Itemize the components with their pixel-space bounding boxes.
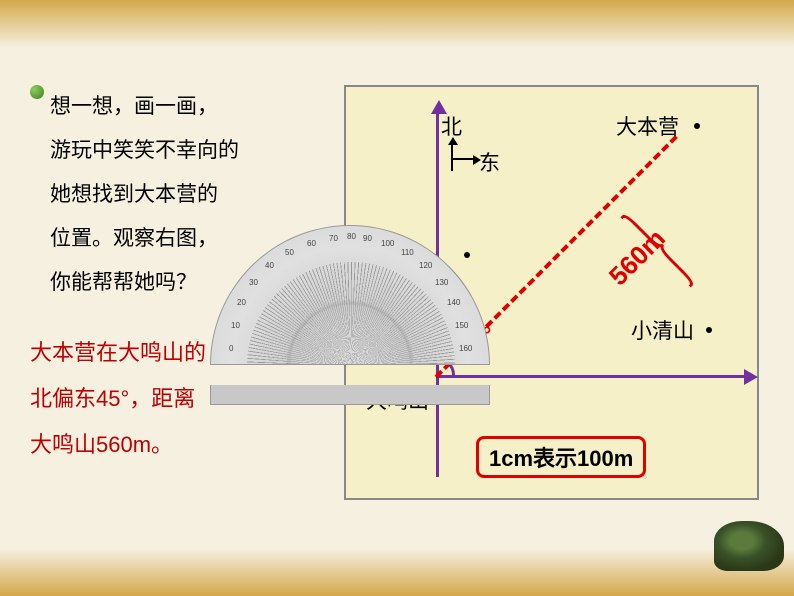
base-camp-dot xyxy=(694,123,700,129)
east-label: 东 xyxy=(479,147,500,177)
text-line-1: 游玩中笑笑不幸向的 xyxy=(50,129,340,173)
text-line-0: 想一想，画一画， xyxy=(50,85,340,129)
slide: 想一想，画一画， 游玩中笑笑不幸向的 她想找到大本营的 位置。观察右图， 你能帮… xyxy=(0,0,794,596)
xiaoqingshan-dot xyxy=(706,327,712,333)
xiaoqingshan-label: 小清山 xyxy=(631,315,694,345)
red-line-2: 大鸣山560m。 xyxy=(30,422,206,468)
text-line-2: 她想找到大本营的 xyxy=(50,173,340,217)
protractor-icon: 0 10 20 30 40 50 60 70 80 90 100 110 120… xyxy=(210,225,490,385)
base-camp-label: 大本营 xyxy=(616,111,679,141)
bullet-icon xyxy=(30,85,44,99)
red-line-1: 北偏东45°，距离 xyxy=(30,376,206,422)
hikers-icon xyxy=(714,521,784,571)
answer-text: 大本营在大鸣山的 北偏东45°，距离 大鸣山560m。 xyxy=(30,330,206,469)
red-line-0: 大本营在大鸣山的 xyxy=(30,330,206,376)
scale-box: 1cm表示100m xyxy=(476,436,646,478)
protractor-numbers: 0 10 20 30 40 50 60 70 80 90 100 110 120… xyxy=(211,226,489,364)
